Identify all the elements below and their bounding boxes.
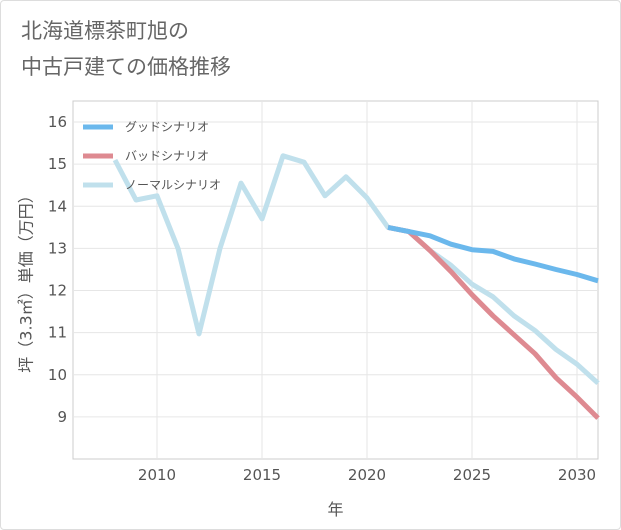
y-tick-label: 9 <box>57 408 67 426</box>
legend-label-0: グッドシナリオ <box>125 120 209 134</box>
x-tick-label: 2010 <box>138 466 176 484</box>
chart-title: 北海道標茶町旭の 中古戸建ての価格推移 <box>21 13 231 85</box>
y-axis-title: 坪（3.3㎡）単価（万円） <box>17 187 36 372</box>
y-tick-label: 14 <box>48 197 67 215</box>
series-line-2 <box>112 153 600 386</box>
y-tick-label: 15 <box>48 155 67 173</box>
y-tick-label: 12 <box>48 282 67 300</box>
x-tick-label: 2015 <box>243 466 281 484</box>
chart-title-line-1: 北海道標茶町旭の <box>21 19 189 43</box>
series-line-0 <box>387 224 599 284</box>
legend-label-1: バッドシナリオ <box>125 149 209 163</box>
x-tick-label: 2030 <box>558 466 596 484</box>
x-tick-label: 2025 <box>453 466 491 484</box>
y-tick-label: 11 <box>48 324 67 342</box>
y-tick-label: 10 <box>48 366 67 384</box>
chart-title-line-2: 中古戸建ての価格推移 <box>21 55 231 79</box>
series-line-1 <box>387 224 600 420</box>
x-axis-title: 年 <box>327 500 343 519</box>
x-tick-label: 2020 <box>348 466 386 484</box>
y-tick-label: 13 <box>48 239 67 257</box>
legend-label-2: ノーマルシナリオ <box>125 178 221 192</box>
y-tick-label: 16 <box>48 113 67 131</box>
